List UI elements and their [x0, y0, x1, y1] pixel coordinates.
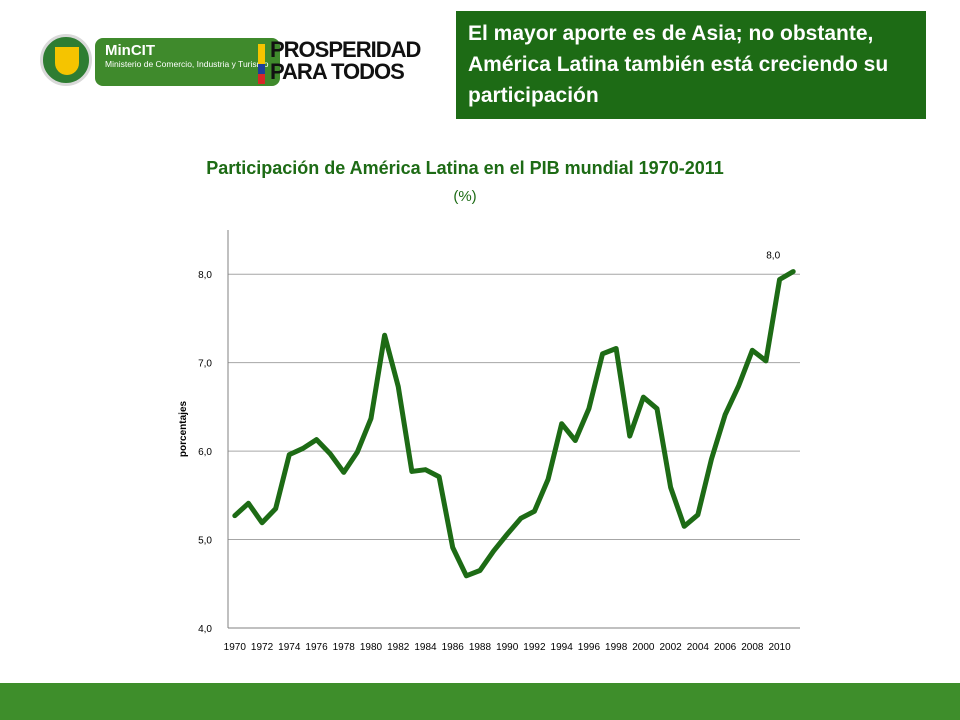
x-tick-label: 1986 — [442, 642, 465, 653]
y-tick-label: 4,0 — [198, 624, 212, 635]
x-tick-label: 1976 — [305, 642, 328, 653]
y-tick-label: 5,0 — [198, 536, 212, 547]
y-tick-label: 6,0 — [198, 447, 212, 458]
data-label: 8,0 — [766, 251, 780, 262]
x-tick-label: 1984 — [414, 642, 437, 653]
footer-bar — [0, 683, 960, 720]
x-tick-label: 1992 — [523, 642, 546, 653]
y-tick-label: 8,0 — [198, 270, 212, 281]
x-tick-label: 1990 — [496, 642, 519, 653]
x-tick-label: 1998 — [605, 642, 628, 653]
x-tick-label: 1994 — [551, 642, 574, 653]
x-tick-label: 1988 — [469, 642, 492, 653]
x-tick-label: 1996 — [578, 642, 601, 653]
x-tick-label: 2002 — [659, 642, 682, 653]
x-tick-label: 2000 — [632, 642, 655, 653]
x-tick-label: 1974 — [278, 642, 301, 653]
series-line — [235, 272, 793, 576]
x-tick-label: 2006 — [714, 642, 737, 653]
x-tick-label: 2008 — [741, 642, 764, 653]
y-axis-label: porcentajes — [178, 400, 189, 457]
x-tick-label: 1978 — [333, 642, 356, 653]
x-tick-label: 2010 — [768, 642, 791, 653]
x-tick-label: 1982 — [387, 642, 410, 653]
x-tick-label: 1970 — [224, 642, 247, 653]
y-tick-label: 7,0 — [198, 359, 212, 370]
x-tick-label: 2004 — [687, 642, 710, 653]
x-tick-label: 1980 — [360, 642, 383, 653]
x-tick-label: 1972 — [251, 642, 274, 653]
